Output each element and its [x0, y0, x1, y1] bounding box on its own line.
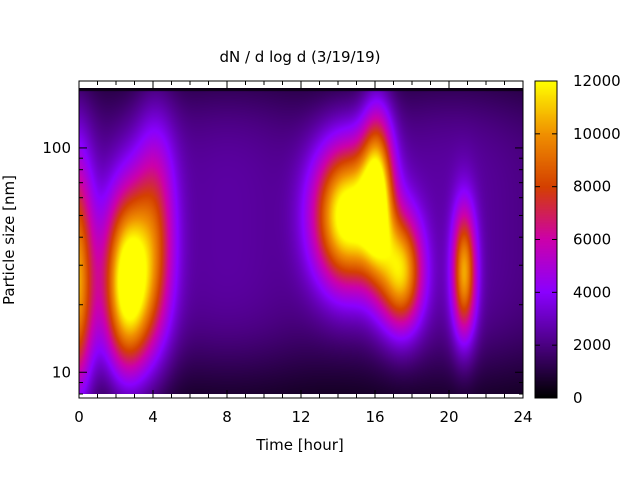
x-axis-label: Time [hour]	[255, 436, 344, 454]
y-axis-label: Particle size [nm]	[0, 175, 18, 305]
plot-area	[79, 88, 523, 394]
x-tick-label: 4	[148, 408, 158, 426]
colorbar: 0 2000 4000 6000 8000 10000 12000	[534, 72, 621, 407]
colorbar-tick-label: 4000	[573, 283, 611, 301]
colorbar-gradient	[535, 81, 557, 398]
x-tick-label: 24	[513, 408, 532, 426]
chart-title: dN / d log d (3/19/19)	[219, 48, 380, 66]
x-tick-label: 0	[74, 408, 84, 426]
colorbar-tick-label: 0	[573, 389, 583, 407]
y-tick-label: 10	[52, 363, 71, 381]
x-tick-label: 12	[291, 408, 310, 426]
colorbar-tick-label: 12000	[573, 72, 621, 90]
x-tick-label: 8	[222, 408, 232, 426]
colorbar-tick-label: 10000	[573, 125, 621, 143]
axes: 0 4 8 12 16 20 24 10 100	[42, 80, 533, 426]
colorbar-tick-label: 8000	[573, 178, 611, 196]
colorbar-tick-label: 6000	[573, 231, 611, 249]
colorbar-tick-label: 2000	[573, 336, 611, 354]
x-tick-label: 16	[365, 408, 384, 426]
x-tick-label: 20	[439, 408, 458, 426]
heatmap-image	[79, 88, 523, 394]
y-tick-label: 100	[42, 139, 71, 157]
